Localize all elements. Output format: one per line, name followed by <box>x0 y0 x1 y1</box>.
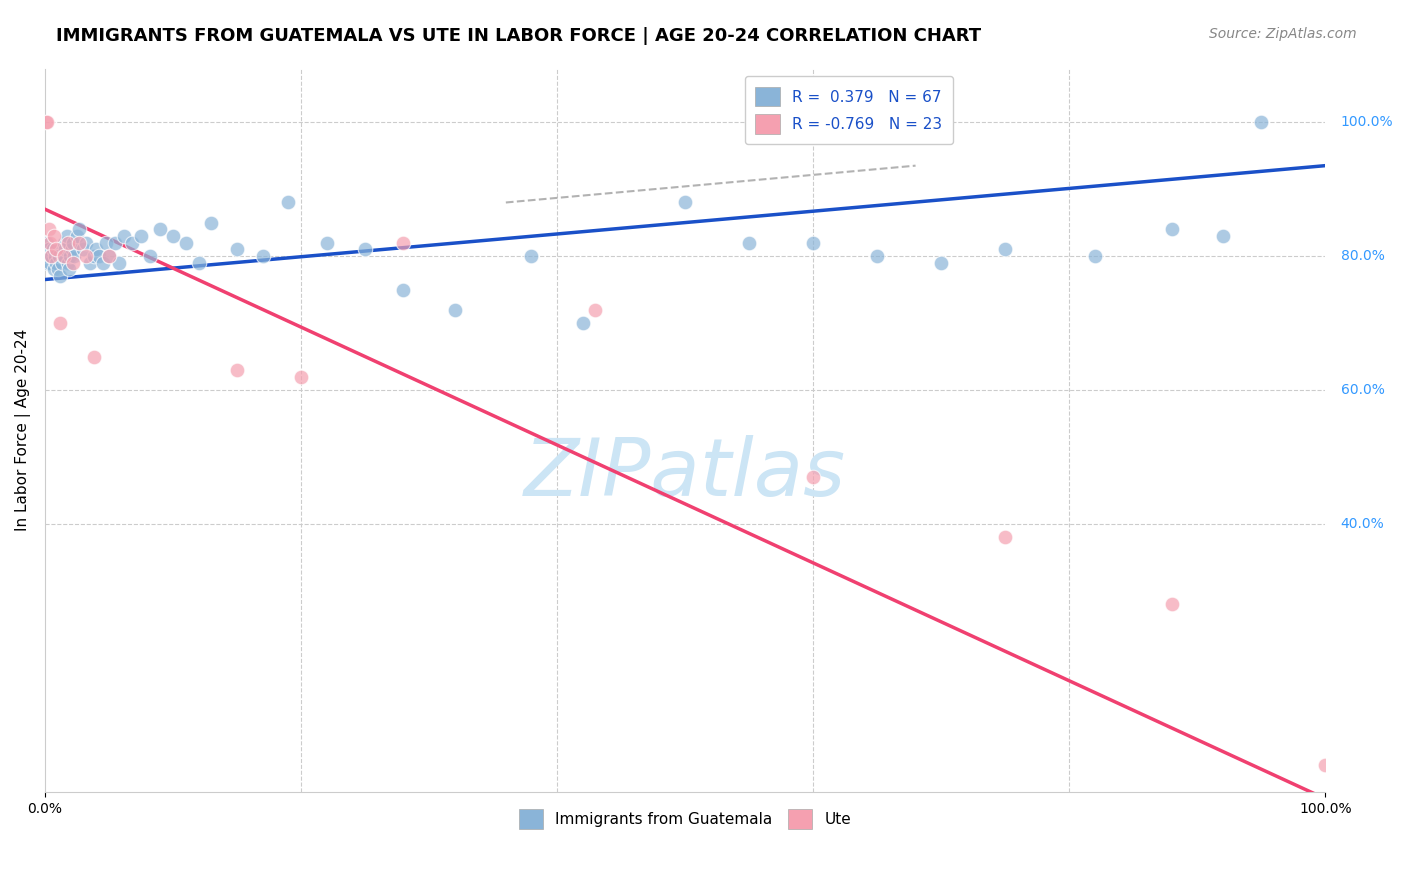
Point <box>49 269 72 284</box>
Point <box>121 235 143 250</box>
Point <box>69 222 91 236</box>
Point <box>35 243 58 257</box>
Point <box>1084 249 1107 263</box>
Point <box>315 235 337 250</box>
Point <box>112 229 135 244</box>
Point <box>53 243 76 257</box>
Y-axis label: In Labor Force | Age 20-24: In Labor Force | Age 20-24 <box>15 329 31 532</box>
Point <box>34 249 56 263</box>
Point <box>96 235 118 250</box>
Point <box>97 249 120 263</box>
Point <box>38 243 60 257</box>
Point <box>42 229 65 244</box>
Point <box>392 235 415 250</box>
Point <box>58 262 80 277</box>
Point <box>62 235 84 250</box>
Point <box>59 249 82 263</box>
Point <box>37 115 59 129</box>
Point <box>929 256 952 270</box>
Point <box>129 229 152 244</box>
Point <box>84 243 107 257</box>
Point <box>53 249 76 263</box>
Point <box>585 302 607 317</box>
Point <box>45 256 67 270</box>
Point <box>62 256 84 270</box>
Point <box>35 256 58 270</box>
Point <box>252 249 274 263</box>
Text: Source: ZipAtlas.com: Source: ZipAtlas.com <box>1209 27 1357 41</box>
Point <box>866 249 889 263</box>
Point <box>1315 758 1337 772</box>
Point <box>392 283 415 297</box>
Point <box>226 363 249 377</box>
Point <box>42 262 65 277</box>
Point <box>79 256 101 270</box>
Text: ZIPatlas: ZIPatlas <box>524 434 846 513</box>
Point <box>994 530 1017 544</box>
Point <box>290 369 312 384</box>
Point <box>39 249 62 263</box>
Point <box>39 256 62 270</box>
Point <box>48 249 70 263</box>
Point <box>52 249 75 263</box>
Point <box>738 235 761 250</box>
Point <box>520 249 543 263</box>
Point <box>108 256 131 270</box>
Point <box>1160 598 1182 612</box>
Point <box>35 115 58 129</box>
Point <box>51 256 73 270</box>
Point <box>37 249 59 263</box>
Point <box>83 350 105 364</box>
Point <box>63 249 86 263</box>
Point <box>39 235 62 250</box>
Point <box>149 222 172 236</box>
Point <box>60 243 83 257</box>
Point <box>187 256 209 270</box>
Point <box>75 235 97 250</box>
Point <box>56 256 79 270</box>
Point <box>37 235 59 250</box>
Point <box>46 262 69 277</box>
Point <box>39 249 62 263</box>
Point <box>1160 222 1182 236</box>
Point <box>443 302 465 317</box>
Point <box>1212 229 1234 244</box>
Point <box>994 243 1017 257</box>
Point <box>97 249 120 263</box>
Point <box>87 249 110 263</box>
Point <box>45 243 67 257</box>
Point <box>44 249 66 263</box>
Point <box>673 195 696 210</box>
Point <box>55 229 77 244</box>
Text: 60.0%: 60.0% <box>1341 383 1385 397</box>
Point <box>91 256 114 270</box>
Point <box>354 243 377 257</box>
Point <box>571 316 593 330</box>
Point <box>162 229 184 244</box>
Point <box>801 235 824 250</box>
Point <box>38 222 60 236</box>
Text: 80.0%: 80.0% <box>1341 249 1385 263</box>
Point <box>49 316 72 330</box>
Point <box>1250 115 1272 129</box>
Legend: Immigrants from Guatemala, Ute: Immigrants from Guatemala, Ute <box>513 803 858 835</box>
Point <box>72 243 94 257</box>
Point <box>66 229 89 244</box>
Text: 100.0%: 100.0% <box>1341 115 1393 129</box>
Point <box>226 243 249 257</box>
Point <box>75 249 97 263</box>
Point <box>801 470 824 484</box>
Point <box>200 216 222 230</box>
Point <box>174 235 197 250</box>
Point <box>41 243 63 257</box>
Point <box>69 235 91 250</box>
Point <box>56 235 79 250</box>
Point <box>53 235 76 250</box>
Text: 40.0%: 40.0% <box>1341 517 1385 531</box>
Point <box>104 235 127 250</box>
Text: IMMIGRANTS FROM GUATEMALA VS UTE IN LABOR FORCE | AGE 20-24 CORRELATION CHART: IMMIGRANTS FROM GUATEMALA VS UTE IN LABO… <box>56 27 981 45</box>
Point <box>139 249 162 263</box>
Point <box>83 249 105 263</box>
Point <box>277 195 299 210</box>
